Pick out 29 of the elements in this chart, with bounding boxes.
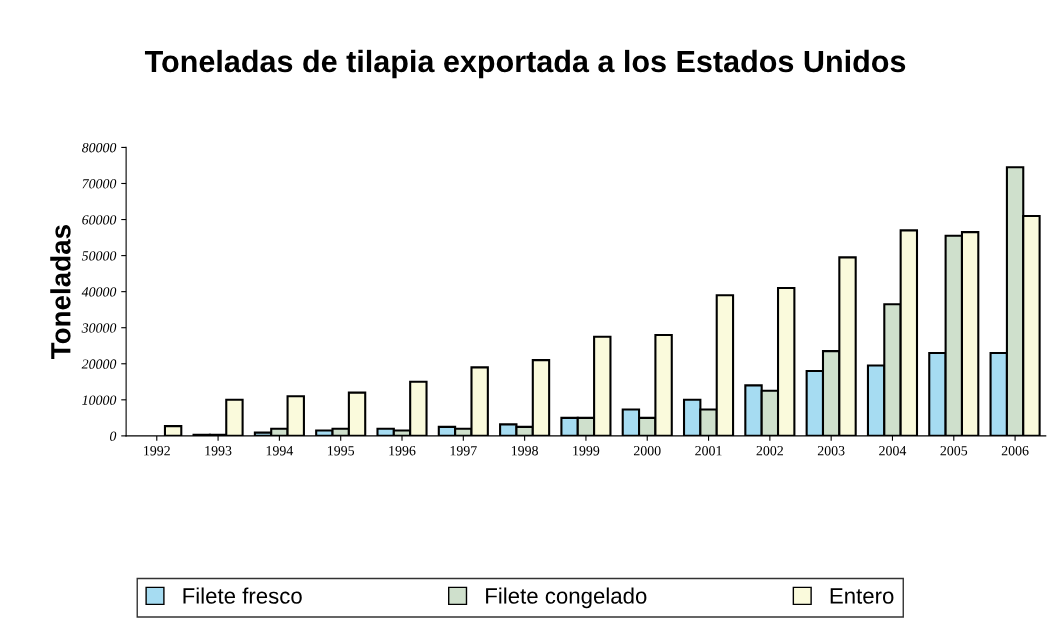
x-tick-label: 2002: [756, 446, 783, 456]
x-tick-label: 2004: [879, 446, 907, 456]
x-tick-label: 1999: [573, 446, 600, 456]
y-tick-label: 70000: [82, 179, 117, 189]
x-tick-label: 1997: [450, 446, 477, 456]
y-tick-label: 0: [109, 431, 117, 441]
x-tick-label: 1994: [266, 446, 294, 456]
x-tick-label: 2000: [633, 446, 661, 456]
y-tick-label: 80000: [81, 143, 117, 153]
y-tick-label: 40000: [81, 287, 117, 297]
x-tick-label: 1996: [389, 446, 416, 456]
y-axis-title: Toneladas: [50, 225, 71, 359]
y-tick-label: 20000: [81, 359, 117, 369]
x-tick-label: 1995: [328, 446, 355, 456]
y-tick-label: 10000: [82, 395, 117, 405]
legend-label: Entero: [830, 588, 894, 604]
legend-label: Filete fresco: [183, 587, 302, 604]
x-tick-label: 2003: [817, 446, 845, 456]
legend-label: Filete congelado: [486, 587, 647, 609]
x-tick-label: 2006: [1001, 446, 1029, 456]
x-tick-label: 1993: [205, 446, 232, 456]
y-tick-label: 60000: [82, 215, 117, 225]
chart-title: Toneladas de tilapia exportada a los Estados Unidos: [144, 49, 906, 79]
x-tick-label: 2005: [940, 446, 968, 456]
y-tick-label: 30000: [81, 323, 117, 333]
x-tick-label: 2001: [695, 446, 722, 456]
y-tick-label: 50000: [81, 251, 117, 261]
x-tick-label: 1992: [144, 446, 170, 456]
x-tick-label: 1998: [511, 446, 538, 456]
